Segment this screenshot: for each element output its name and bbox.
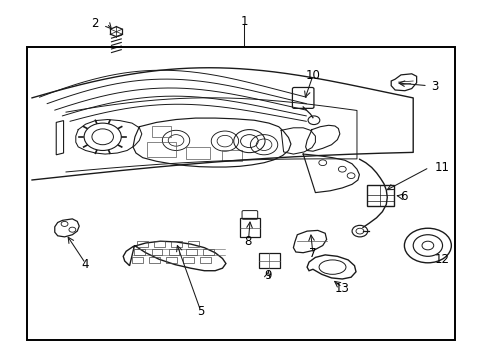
Bar — [154, 241, 164, 247]
Text: 2: 2 — [91, 17, 99, 30]
Bar — [132, 257, 142, 263]
Bar — [259, 253, 279, 268]
Bar — [188, 241, 199, 247]
Bar — [183, 257, 194, 263]
Bar — [134, 249, 145, 255]
Bar — [171, 241, 182, 247]
Text: 10: 10 — [305, 69, 320, 82]
Text: 12: 12 — [434, 253, 449, 266]
Text: 13: 13 — [334, 282, 349, 294]
Text: 6: 6 — [399, 190, 407, 203]
Bar — [166, 257, 177, 263]
Bar — [149, 257, 160, 263]
Bar — [168, 249, 179, 255]
Text: 7: 7 — [308, 247, 316, 260]
Text: 3: 3 — [430, 80, 438, 93]
Text: 4: 4 — [81, 258, 89, 271]
Text: 11: 11 — [434, 161, 449, 174]
Bar — [203, 249, 213, 255]
Bar — [146, 142, 176, 157]
Bar — [239, 218, 260, 237]
Bar — [185, 249, 196, 255]
Bar — [185, 147, 210, 159]
Text: 5: 5 — [196, 305, 204, 318]
Text: 1: 1 — [240, 15, 248, 28]
Bar — [137, 241, 147, 247]
Bar — [151, 249, 162, 255]
Text: 9: 9 — [264, 269, 271, 282]
Text: 8: 8 — [244, 235, 252, 248]
Bar — [151, 126, 171, 137]
Bar — [27, 47, 454, 340]
Bar — [222, 150, 242, 161]
Bar — [200, 257, 211, 263]
